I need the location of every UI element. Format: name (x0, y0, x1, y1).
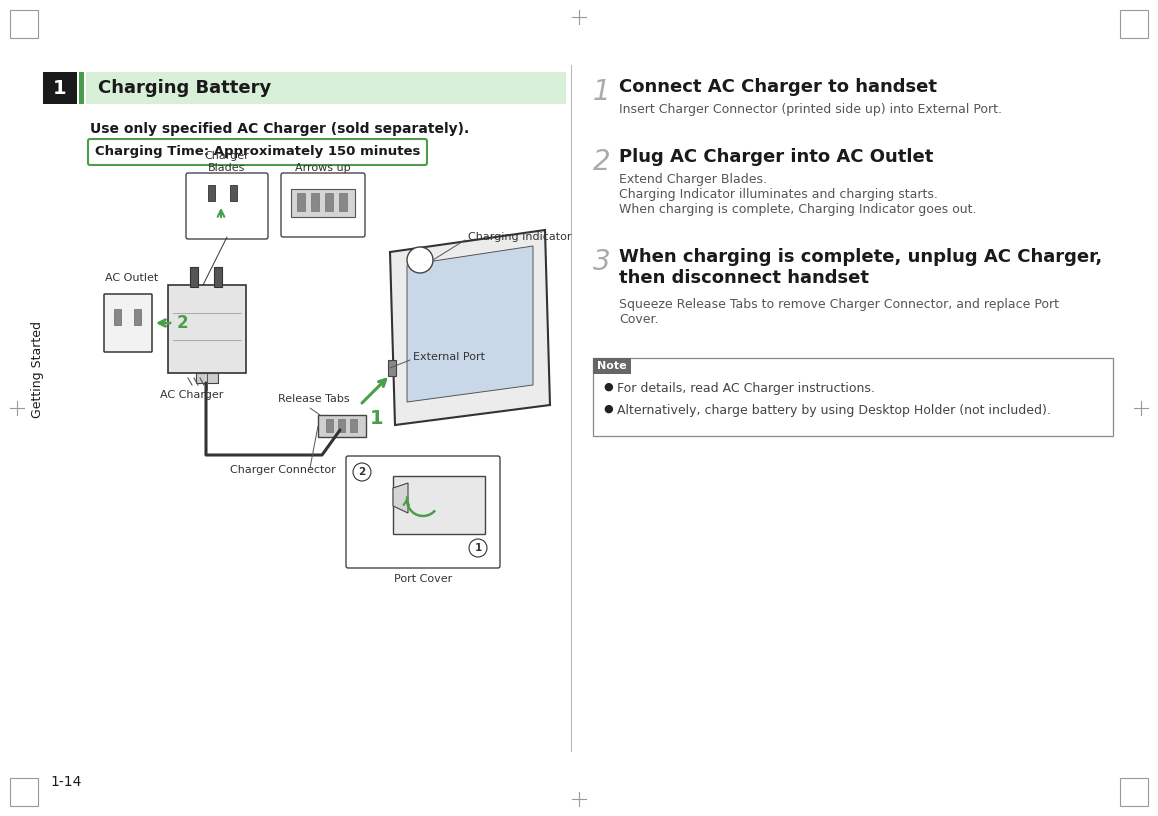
Bar (296, 193, 305, 211)
Bar (113, 309, 120, 325)
Bar (338, 419, 345, 432)
Bar (1120, 778, 1148, 806)
FancyBboxPatch shape (88, 139, 427, 165)
Text: 1: 1 (475, 543, 482, 553)
Bar (350, 419, 357, 432)
Bar (339, 193, 347, 211)
Text: 2: 2 (177, 314, 189, 332)
Text: 2: 2 (358, 467, 366, 477)
Text: 1: 1 (593, 78, 610, 106)
Text: Alternatively, charge battery by using Desktop Holder (not included).: Alternatively, charge battery by using D… (617, 404, 1050, 417)
Bar (1120, 10, 1148, 38)
Text: Insert Charger Connector (printed side up) into External Port.: Insert Charger Connector (printed side u… (620, 103, 1002, 116)
Text: Arrows up: Arrows up (295, 163, 351, 173)
Text: 1: 1 (53, 78, 67, 97)
Text: Charger
Blades: Charger Blades (205, 152, 249, 173)
Bar (393, 488, 401, 506)
Bar (325, 193, 334, 211)
Text: Port Cover: Port Cover (394, 574, 452, 584)
FancyBboxPatch shape (104, 294, 152, 352)
Text: ●: ● (603, 404, 613, 414)
Bar (593, 358, 1113, 436)
Bar (312, 193, 318, 211)
Text: Charging Indicator illuminates and charging starts.: Charging Indicator illuminates and charg… (620, 188, 938, 201)
Text: Note: Note (598, 361, 626, 371)
Bar (43, 72, 76, 104)
Bar (291, 189, 356, 217)
Text: Release Tabs: Release Tabs (278, 394, 350, 404)
Bar (86, 72, 566, 104)
Text: Charging Battery: Charging Battery (98, 79, 271, 97)
Text: AC Charger: AC Charger (160, 390, 223, 400)
Bar (327, 419, 334, 432)
Polygon shape (393, 483, 408, 513)
Circle shape (353, 463, 371, 481)
Text: Extend Charger Blades.: Extend Charger Blades. (620, 173, 767, 186)
Text: Charger Connector: Charger Connector (230, 465, 336, 475)
Text: AC Outlet: AC Outlet (105, 273, 159, 283)
Bar (134, 309, 141, 325)
Text: Squeeze Release Tabs to remove Charger Connector, and replace Port: Squeeze Release Tabs to remove Charger C… (620, 298, 1060, 311)
Bar (388, 360, 396, 376)
Bar (10, 10, 38, 38)
Text: When charging is complete, unplug AC Charger,: When charging is complete, unplug AC Cha… (620, 248, 1102, 266)
Circle shape (406, 247, 433, 273)
Text: External Port: External Port (413, 352, 485, 362)
Text: Getting Started: Getting Started (31, 322, 44, 419)
Text: ●: ● (603, 382, 613, 392)
Text: Connect AC Charger to handset: Connect AC Charger to handset (620, 78, 937, 96)
Bar (79, 72, 85, 104)
Bar (593, 358, 631, 374)
Text: When charging is complete, Charging Indicator goes out.: When charging is complete, Charging Indi… (620, 203, 976, 216)
Bar (10, 778, 38, 806)
Text: 2: 2 (593, 148, 610, 176)
Text: Cover.: Cover. (620, 313, 659, 326)
Text: 1-14: 1-14 (50, 775, 81, 789)
Circle shape (469, 539, 488, 557)
Text: Charging Time: Approximately 150 minutes: Charging Time: Approximately 150 minutes (95, 145, 420, 158)
Bar (214, 267, 222, 287)
Bar (168, 285, 245, 373)
Bar (318, 415, 366, 437)
Text: Charging Indicator: Charging Indicator (468, 232, 572, 242)
Text: For details, read AC Charger instructions.: For details, read AC Charger instruction… (617, 382, 875, 395)
Text: Plug AC Charger into AC Outlet: Plug AC Charger into AC Outlet (620, 148, 933, 166)
FancyBboxPatch shape (186, 173, 267, 239)
Text: Use only specified AC Charger (sold separately).: Use only specified AC Charger (sold sepa… (90, 122, 469, 136)
Text: 1: 1 (371, 409, 383, 428)
Bar (208, 185, 215, 201)
Bar (230, 185, 237, 201)
Polygon shape (406, 246, 533, 402)
FancyBboxPatch shape (346, 456, 500, 568)
Text: then disconnect handset: then disconnect handset (620, 269, 868, 287)
Bar (190, 267, 198, 287)
Bar (393, 476, 485, 534)
Text: 3: 3 (593, 248, 610, 276)
Polygon shape (390, 230, 550, 425)
FancyBboxPatch shape (281, 173, 365, 237)
Bar (196, 373, 218, 383)
